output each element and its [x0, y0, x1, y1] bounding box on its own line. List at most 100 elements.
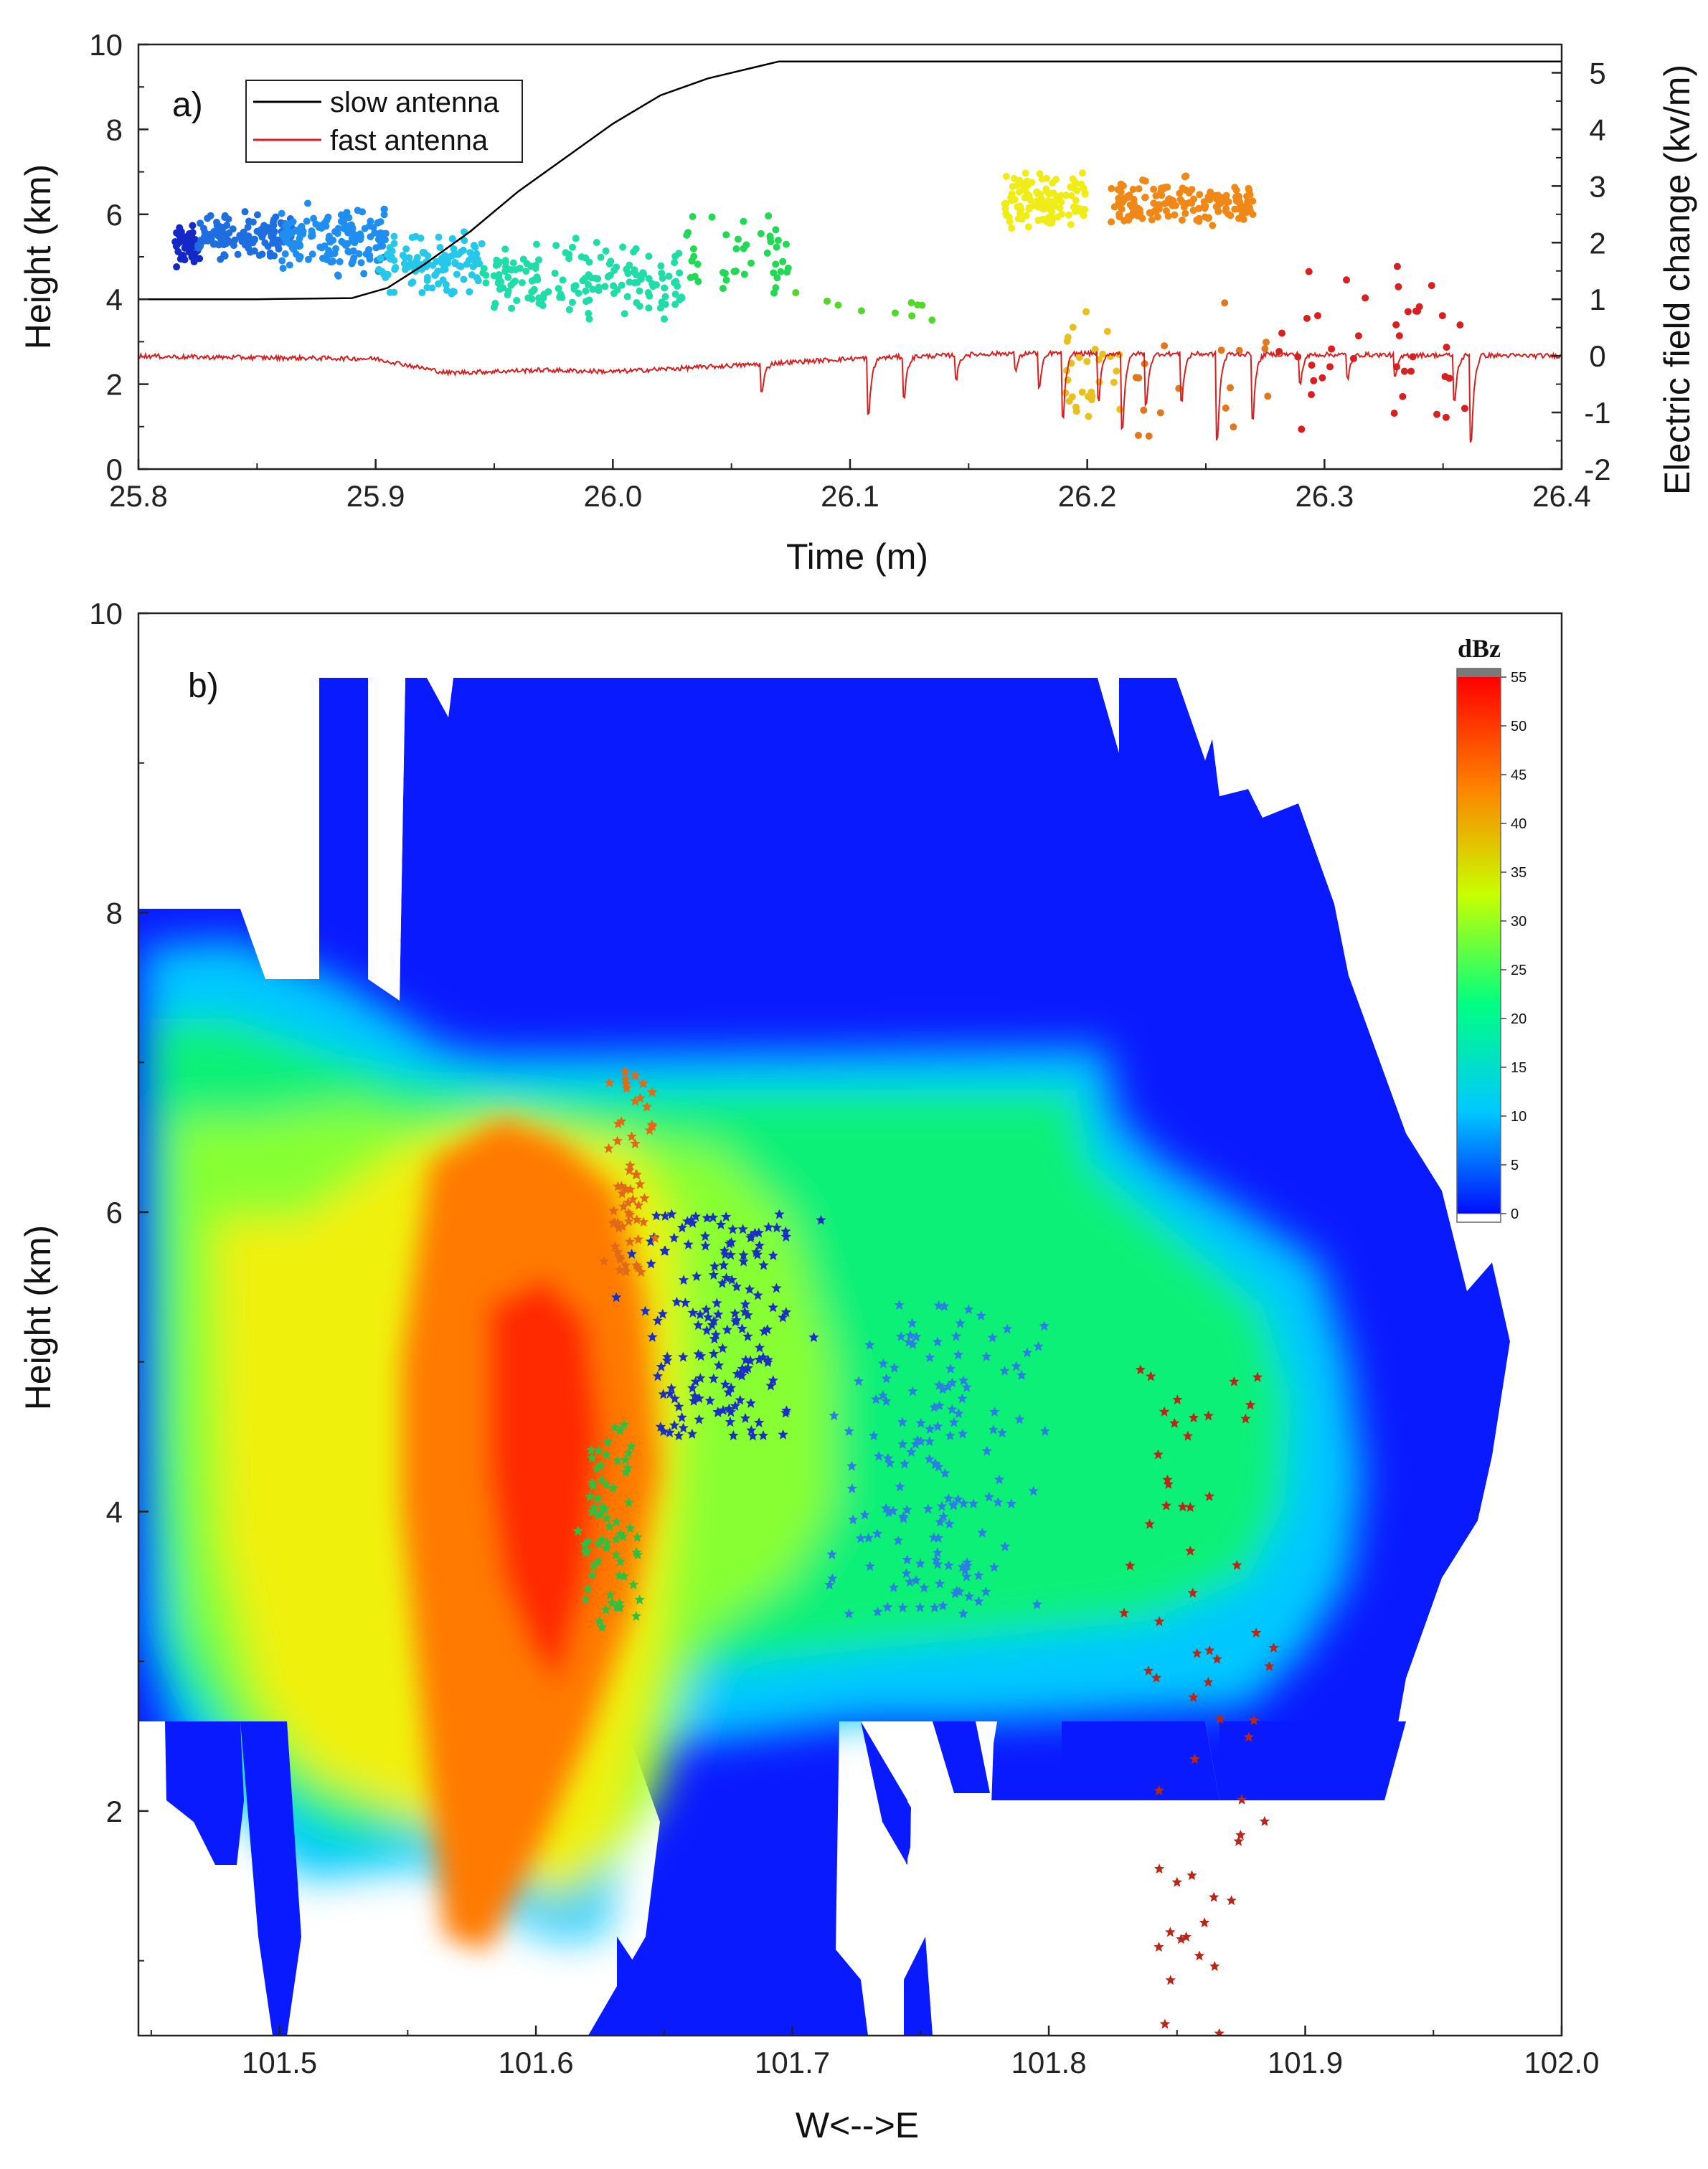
source-point: [450, 245, 458, 252]
source-point: [1110, 379, 1118, 387]
source-point: [1039, 215, 1047, 223]
panel-a-y-tick-label: 2: [106, 368, 123, 402]
source-point: [411, 263, 419, 270]
reflectivity-field: [138, 613, 1562, 2036]
source-point: [757, 230, 765, 237]
source-point: [1080, 212, 1087, 219]
source-point: [528, 295, 536, 303]
source-point: [459, 246, 467, 254]
source-point: [1399, 392, 1407, 400]
source-point: [332, 245, 340, 252]
source-point: [1232, 186, 1240, 194]
source-point: [1024, 223, 1032, 231]
source-point: [591, 274, 599, 282]
source-point: [1079, 169, 1087, 177]
source-point: [618, 281, 626, 289]
source-point: [366, 255, 374, 263]
source-point: [527, 263, 535, 270]
source-point: [174, 230, 182, 238]
source-point: [1239, 203, 1247, 211]
source-point: [1130, 196, 1138, 204]
source-point: [201, 228, 209, 236]
echo-blue-lobe-2: [240, 1721, 301, 2036]
legend-label-fast: fast antenna: [330, 125, 489, 156]
source-point: [734, 235, 742, 243]
source-point: [688, 257, 696, 265]
source-point: [1328, 345, 1336, 353]
source-point: [565, 306, 573, 313]
source-point: [1138, 214, 1146, 222]
source-point: [511, 265, 519, 273]
panel-a-y2-tick-label: 3: [1589, 169, 1605, 203]
source-point: [380, 211, 388, 219]
source-point: [296, 242, 304, 250]
source-point: [1119, 182, 1127, 190]
source-point: [402, 245, 410, 253]
source-point: [210, 227, 218, 235]
source-point: [1103, 328, 1111, 336]
source-point: [278, 257, 286, 265]
source-point: [792, 289, 800, 297]
source-point: [1390, 410, 1398, 417]
source-point: [334, 272, 342, 280]
source-point: [1022, 194, 1029, 202]
echo-top-mask: [138, 613, 1562, 678]
source-point: [722, 231, 730, 239]
source-point: [1116, 405, 1124, 413]
source-point: [319, 255, 327, 263]
source-point: [660, 315, 668, 323]
source-point: [376, 242, 384, 250]
panel-b-x-tick-label: 101.9: [1268, 2046, 1343, 2079]
source-point: [324, 213, 332, 221]
source-point: [857, 307, 865, 315]
panel-b-x-tick-label: 101.5: [242, 2046, 317, 2079]
source-point: [619, 243, 627, 251]
colorbar-tick-label: 20: [1511, 1011, 1527, 1027]
source-point: [428, 284, 436, 292]
source-point: [1005, 213, 1013, 221]
source-point: [1062, 389, 1070, 397]
colorbar-tick-label: 55: [1511, 670, 1527, 686]
colorbar-tick-label: 10: [1511, 1109, 1527, 1125]
source-point: [1002, 173, 1010, 181]
source-point: [671, 301, 679, 308]
source-point: [570, 283, 578, 290]
source-point: [360, 270, 368, 278]
source-point: [441, 265, 449, 273]
source-point: [173, 263, 181, 271]
source-point: [1153, 213, 1161, 221]
source-point: [649, 283, 657, 290]
source-point: [636, 287, 643, 295]
source-point: [1249, 197, 1257, 205]
source-point: [661, 293, 669, 301]
source-point: [763, 249, 771, 257]
source-point: [495, 270, 503, 278]
source-point: [1186, 199, 1194, 207]
source-point: [501, 245, 509, 253]
source-point: [1313, 312, 1321, 320]
source-point: [671, 252, 679, 260]
colorbar-tick-label: 35: [1511, 865, 1527, 881]
source-points-12: [1275, 263, 1468, 433]
source-point: [782, 240, 790, 248]
source-point: [565, 250, 573, 258]
source-point: [568, 243, 576, 251]
source-point: [585, 315, 593, 323]
source-point: [1226, 384, 1234, 392]
source-point: [637, 275, 645, 283]
source-point: [1178, 198, 1186, 206]
source-point: [1072, 403, 1080, 411]
source-point: [1108, 218, 1115, 226]
source-point: [1395, 283, 1402, 290]
source-point: [504, 291, 511, 299]
source-point: [572, 235, 580, 242]
source-point: [1037, 195, 1045, 203]
source-point: [626, 261, 633, 269]
source-point: [215, 241, 223, 249]
source-point: [501, 257, 509, 265]
source-point: [1217, 346, 1225, 354]
source-point: [1155, 204, 1163, 212]
colorbar-tick-label: 30: [1511, 914, 1527, 930]
source-point: [575, 289, 582, 297]
source-point: [493, 256, 501, 264]
